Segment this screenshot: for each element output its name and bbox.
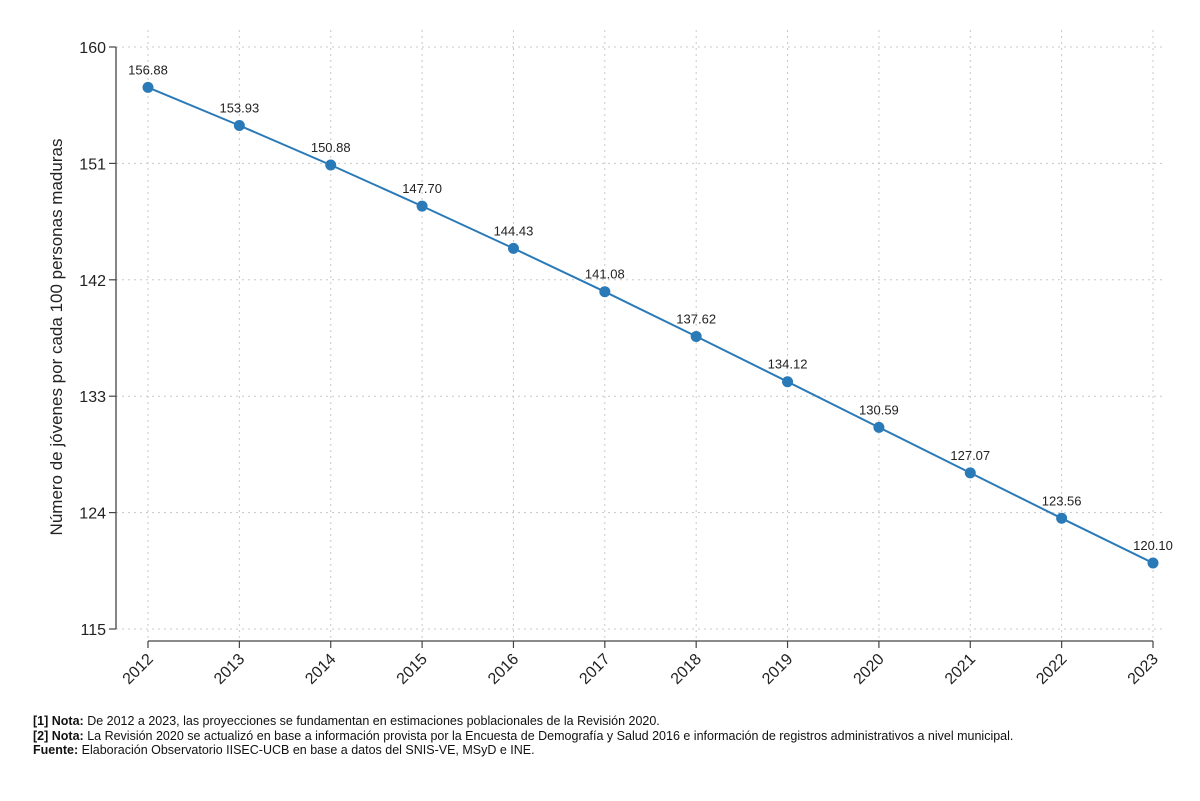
y-tick-label: 115 — [80, 622, 106, 639]
y-tick-label: 160 — [79, 40, 106, 57]
source-text: Elaboración Observatorio IISEC-UCB en ba… — [81, 743, 535, 757]
note-1-text: De 2012 a 2023, las proyecciones se fund… — [87, 714, 660, 728]
x-tick-label: 2016 — [485, 651, 522, 688]
x-tick-label: 2019 — [759, 651, 796, 688]
data-point — [1056, 512, 1068, 524]
data-label: 134.12 — [768, 357, 808, 372]
note-2-key: [2] Nota: — [33, 728, 84, 743]
series-line — [147, 86, 1154, 564]
x-tick-label: 2021 — [942, 651, 979, 688]
data-label: 123.56 — [1042, 493, 1082, 508]
x-tick-label: 2023 — [1125, 651, 1162, 688]
y-tick-label: 142 — [79, 273, 106, 290]
y-axis-label: Número de jóvenes por cada 100 personas … — [47, 139, 66, 536]
x-tick-label: 2012 — [120, 651, 157, 688]
footnotes: [1] Nota: De 2012 a 2023, las proyeccion… — [33, 714, 1183, 758]
data-points — [142, 81, 1159, 569]
data-label: 147.70 — [402, 181, 442, 196]
data-point — [782, 376, 794, 388]
x-tick-label: 2014 — [302, 651, 339, 688]
data-point — [690, 330, 702, 342]
data-point — [1147, 557, 1159, 569]
data-labels: 156.88 153.93 150.88 147.70 144.43 141.08 137.… — [128, 62, 1173, 553]
data-point — [325, 159, 337, 171]
data-point — [416, 200, 428, 212]
data-label: 141.08 — [585, 267, 625, 282]
y-tick-label: 124 — [79, 506, 106, 523]
data-point — [599, 286, 611, 298]
data-label: 150.88 — [311, 140, 351, 155]
axes: 115 124 133 142 151 160 2012 2013 2014 2015 2016 20… — [79, 40, 1162, 688]
source-key: Fuente: — [33, 743, 79, 757]
data-label: 153.93 — [219, 101, 259, 116]
y-tick-label: 133 — [79, 389, 106, 406]
data-label: 156.88 — [128, 62, 168, 77]
data-point — [142, 81, 154, 93]
data-point — [233, 120, 245, 132]
series-line-group — [147, 86, 1154, 564]
data-label: 144.43 — [494, 223, 534, 238]
note-2: [2] Nota: La Revisión 2020 se actualizó … — [33, 729, 1183, 744]
data-point — [873, 421, 885, 433]
data-point — [964, 467, 976, 479]
data-label: 130.59 — [859, 402, 899, 417]
source-note: Fuente: Elaboración Observatorio IISEC-U… — [33, 743, 1183, 758]
data-label: 137.62 — [676, 311, 716, 326]
note-2-text: La Revisión 2020 se actualizó en base a … — [87, 728, 1014, 743]
note-1-key: [1] Nota: — [33, 714, 84, 728]
x-tick-label: 2018 — [668, 651, 705, 688]
grid-lines — [116, 30, 1166, 641]
data-label: 120.10 — [1133, 538, 1173, 553]
x-tick-label: 2013 — [211, 651, 248, 688]
x-tick-label: 2015 — [394, 651, 431, 688]
data-point — [507, 242, 519, 254]
data-label: 127.07 — [950, 448, 990, 463]
x-tick-label: 2017 — [576, 651, 613, 688]
x-tick-label: 2020 — [851, 651, 888, 688]
note-1: [1] Nota: De 2012 a 2023, las proyeccion… — [33, 714, 1183, 729]
chart-svg: 115 124 133 142 151 160 2012 2013 2014 2015 2016 20… — [47, 30, 1173, 688]
y-tick-label: 151 — [79, 156, 106, 173]
x-tick-label: 2022 — [1033, 651, 1070, 688]
